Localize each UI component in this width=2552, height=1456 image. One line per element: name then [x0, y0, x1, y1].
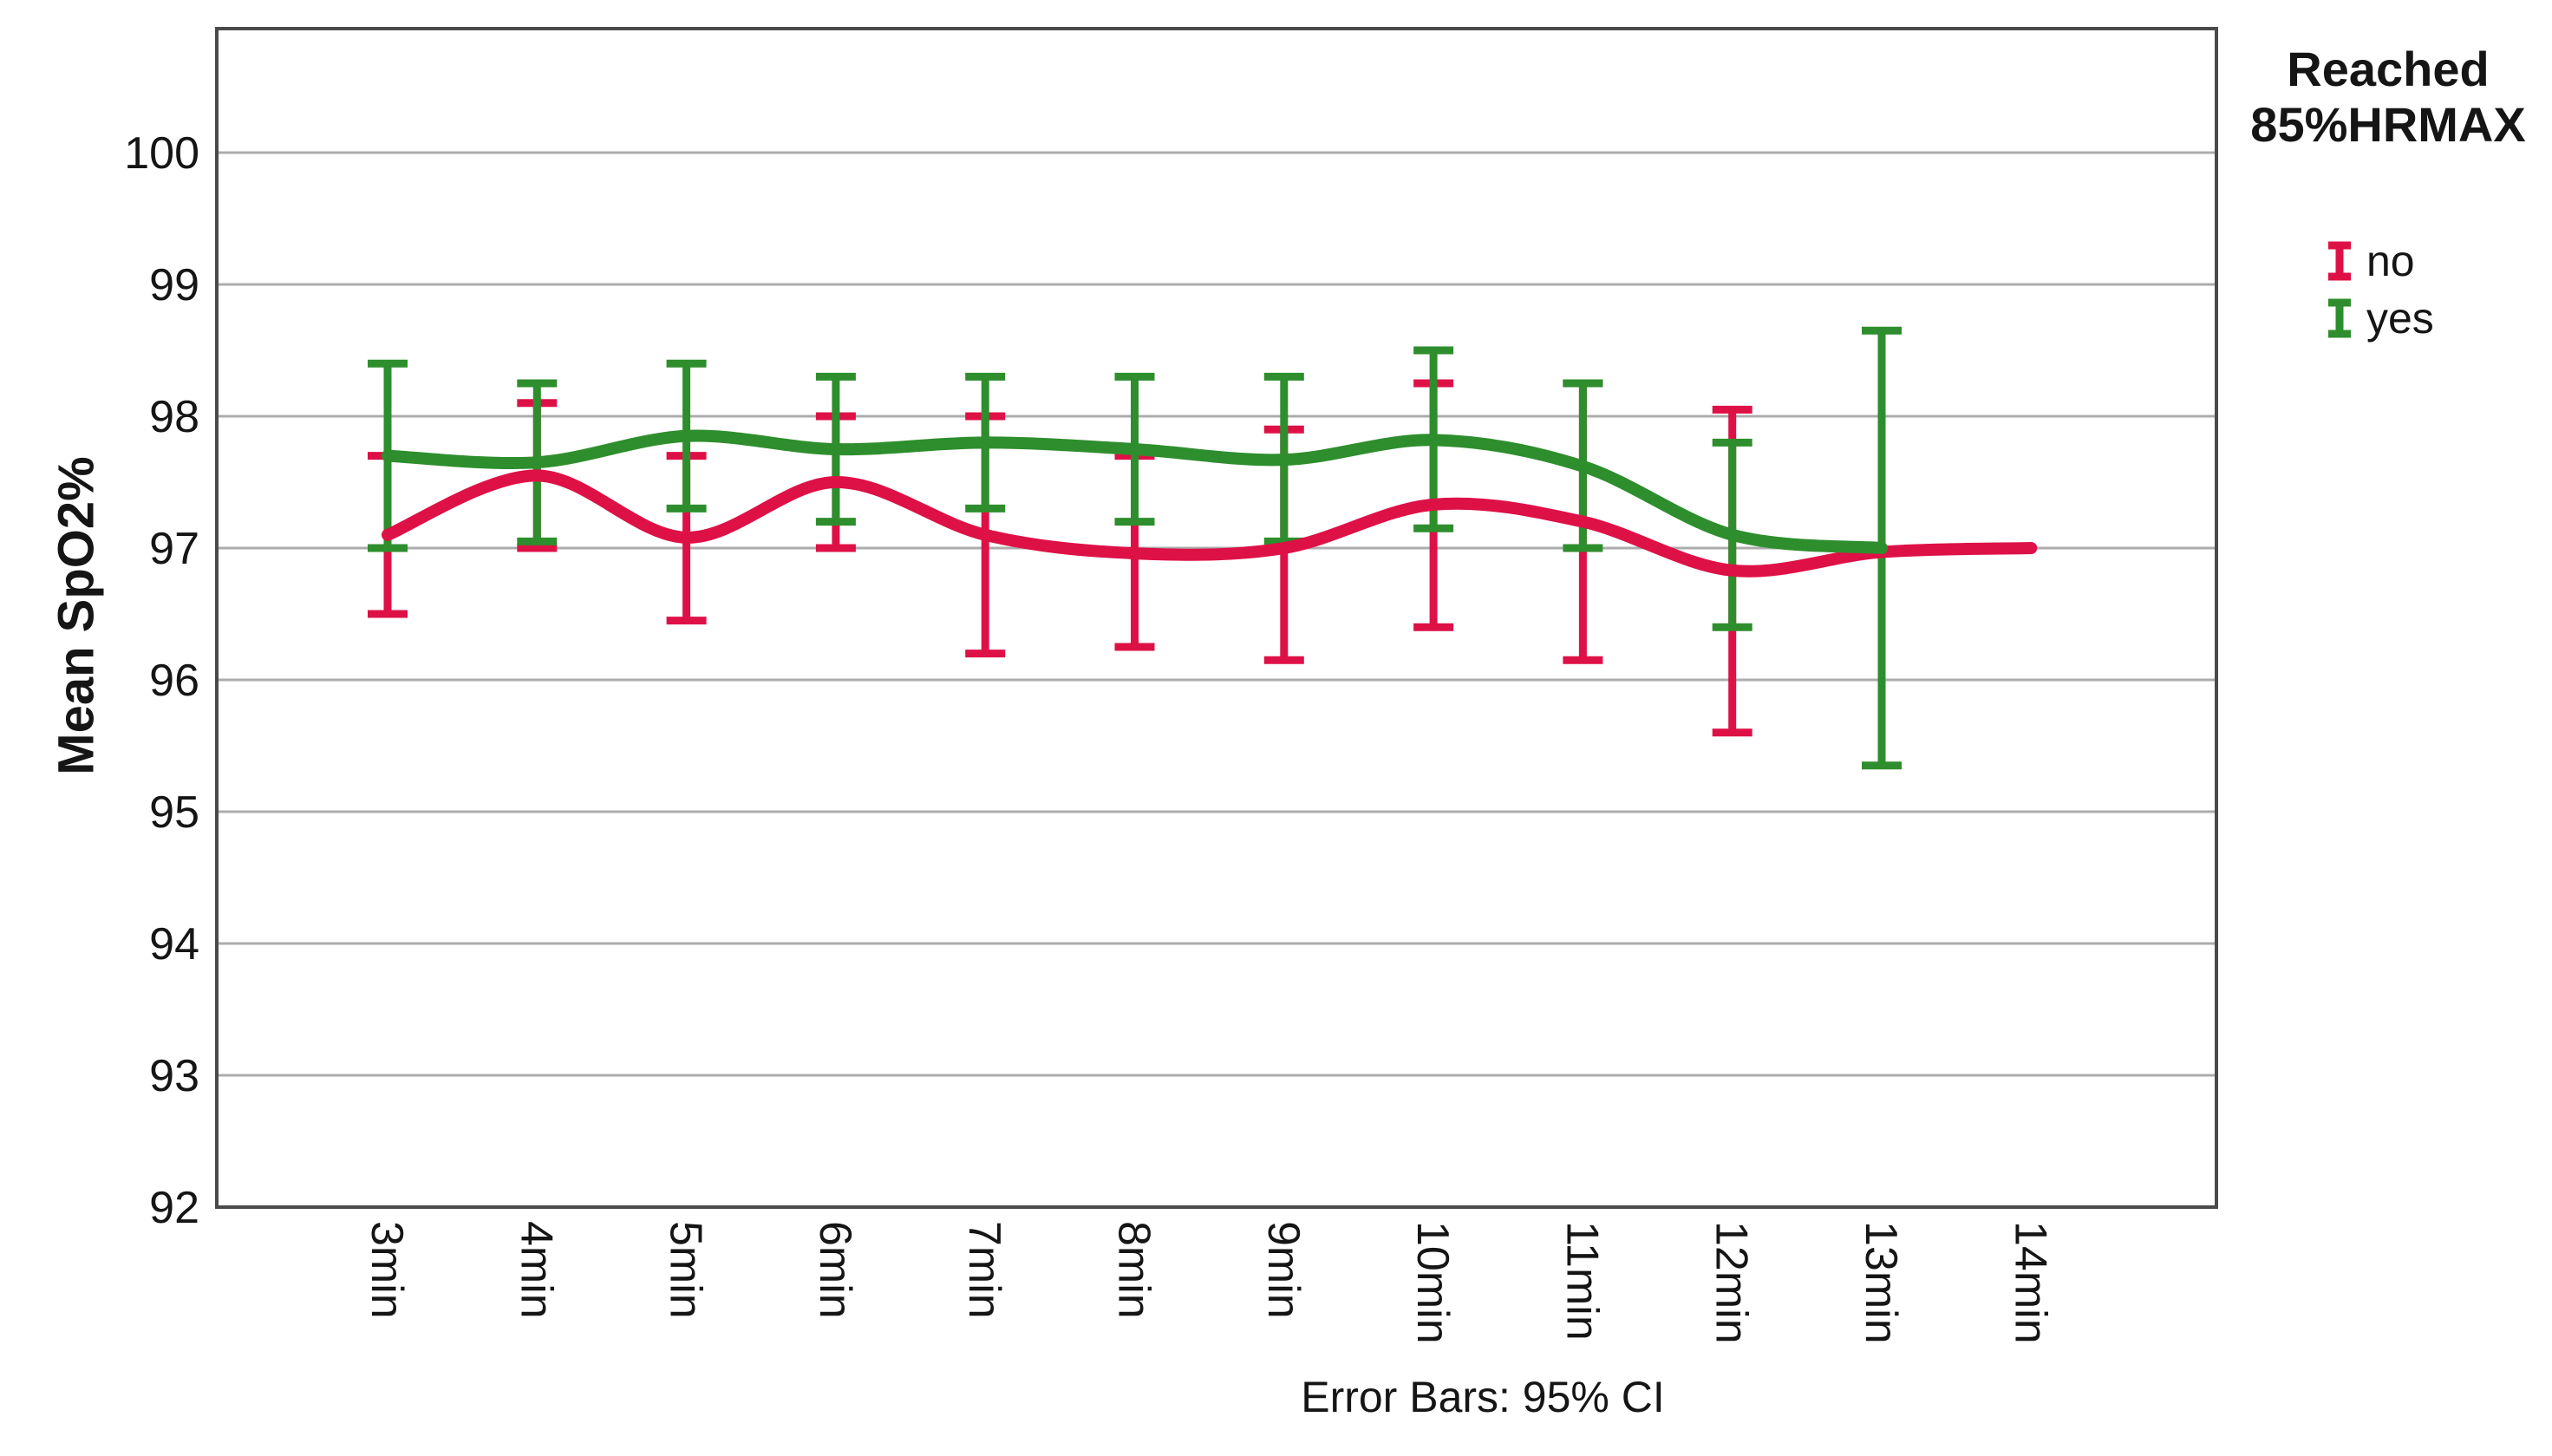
x-tick-label-6min: 6min	[810, 1221, 860, 1319]
series-line-yes	[382, 429, 1888, 554]
error-bar-icon-no	[2328, 241, 2351, 281]
y-tick-label-92: 92	[149, 1183, 199, 1233]
x-tick-label-12min: 12min	[1707, 1221, 1757, 1344]
x-tick-label-3min: 3min	[362, 1221, 412, 1319]
legend-title-line1: Reached	[2287, 42, 2490, 96]
y-tick-label-94: 94	[149, 919, 199, 970]
legend-title: Reached 85%HRMAX	[2224, 42, 2552, 153]
error-bar-icon-yes	[2328, 298, 2351, 338]
x-tick-label-11min: 11min	[1557, 1221, 1607, 1341]
legend-item-yes: yes	[2327, 290, 2552, 347]
x-tick-label-14min: 14min	[2005, 1221, 2055, 1344]
legend-label-yes: yes	[2366, 294, 2434, 343]
legend-item-no: no	[2327, 232, 2552, 290]
y-tick-label-93: 93	[149, 1051, 199, 1101]
legend-title-line2: 85%HRMAX	[2250, 97, 2526, 152]
x-tick-label-8min: 8min	[1109, 1221, 1159, 1319]
x-tick-label-5min: 5min	[661, 1221, 711, 1319]
y-tick-label-97: 97	[149, 524, 199, 574]
x-tick-label-4min: 4min	[511, 1221, 561, 1319]
y-axis-title: Mean SpO2%	[48, 456, 105, 775]
plot-frame	[215, 27, 2218, 1209]
y-tick-label-95: 95	[149, 787, 199, 838]
y-tick-label-98: 98	[149, 392, 199, 442]
x-tick-label-13min: 13min	[1856, 1221, 1906, 1344]
legend: Reached 85%HRMAX no yes	[2224, 42, 2552, 347]
x-tick-label-9min: 9min	[1258, 1221, 1309, 1319]
legend-label-no: no	[2366, 237, 2415, 285]
series-line-no	[382, 469, 2038, 578]
y-tick-label-96: 96	[149, 656, 199, 706]
error-bars-caption: Error Bars: 95% CI	[1301, 1373, 1665, 1421]
y-tick-label-100: 100	[124, 128, 199, 179]
x-tick-label-7min: 7min	[959, 1221, 1009, 1319]
x-tick-label-10min: 10min	[1407, 1221, 1458, 1344]
y-tick-label-99: 99	[149, 260, 199, 310]
legend-items: no yes	[2224, 232, 2552, 347]
